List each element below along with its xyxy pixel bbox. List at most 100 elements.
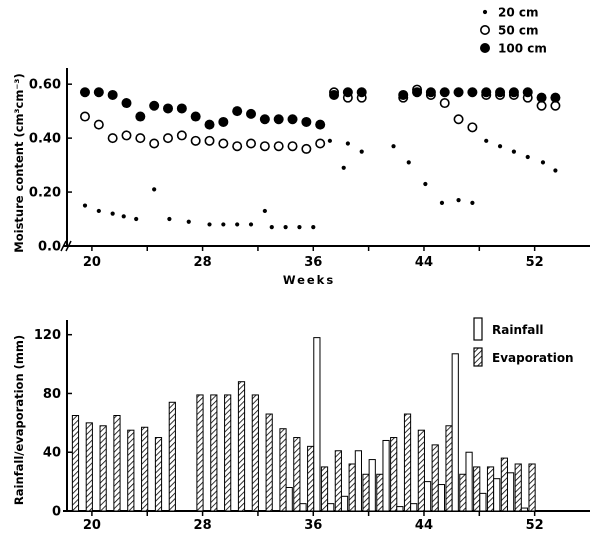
legend-label: 50 cm: [498, 24, 539, 38]
point-100-cm: [107, 89, 118, 100]
evaporation-bar: [445, 425, 453, 512]
point-50-cm: [467, 122, 478, 133]
point-100-cm: [550, 92, 561, 103]
point-20-cm: [525, 154, 530, 160]
point-20-cm: [345, 141, 350, 146]
point-20-cm: [439, 200, 445, 205]
point-50-cm: [232, 141, 243, 152]
point-100-cm: [315, 119, 326, 130]
point-100-cm: [508, 87, 519, 98]
moisture-x-tick-label: 36: [304, 255, 322, 270]
rainfall-y-axis-title: Rainfall/evaporation (mm): [12, 335, 26, 505]
rainfall-bar: [520, 507, 529, 512]
point-50-cm: [135, 133, 146, 144]
point-20-cm: [470, 200, 475, 205]
moisture-x-tick-label: 20: [83, 255, 101, 270]
evaporation-bar: [348, 463, 356, 512]
point-20-cm: [359, 149, 364, 154]
evaporation-bar: [528, 463, 536, 512]
point-100-cm: [467, 87, 478, 98]
point-50-cm: [246, 138, 257, 149]
point-100-cm: [412, 87, 423, 98]
point-20-cm: [511, 149, 517, 154]
point-20-cm: [186, 219, 191, 224]
rainfall-x-tick-label: 28: [194, 518, 212, 533]
point-100-cm: [93, 87, 104, 98]
evaporation-bar: [127, 429, 135, 512]
point-100-cm: [495, 87, 506, 98]
point-100-cm: [398, 89, 409, 100]
point-20-cm: [248, 222, 254, 227]
rainfall-evaporation-chart: 0 40 80 120 20 28 36 44 52 Rainfall Evaporation R…: [12, 317, 590, 533]
point-50-cm: [439, 98, 450, 109]
moisture-y-axis-title: Moisture content (cm³cm⁻³): [12, 73, 26, 252]
evaporation-bar: [71, 415, 80, 512]
point-50-cm: [287, 141, 298, 152]
rainfall-bar: [451, 353, 459, 512]
point-100-cm: [439, 87, 450, 98]
point-20-cm: [540, 160, 546, 165]
point-20-cm: [262, 208, 267, 214]
point-100-cm: [481, 87, 492, 98]
legend-marker: [482, 9, 488, 15]
point-50-cm: [273, 141, 284, 152]
moisture-legend: 20 cm 50 cm 100 cm: [479, 6, 547, 56]
evaporation-bar: [334, 450, 342, 512]
evaporation-bar: [403, 413, 412, 512]
evaporation-bar: [237, 381, 246, 512]
point-20-cm: [456, 198, 461, 203]
rainfall-bar: [506, 472, 515, 512]
point-100-cm: [232, 106, 243, 117]
point-50-cm: [79, 111, 90, 122]
point-20-cm: [110, 211, 115, 216]
point-100-cm: [135, 111, 146, 122]
evaporation-bar: [431, 444, 439, 512]
legend-swatch-evaporation: [473, 347, 483, 367]
moisture-content-chart: 0.0 0.20 0.40 0.60 20 28 36 44 52 20 cm 50 cm 100 …: [12, 6, 590, 287]
rainfall-bar: [313, 337, 321, 512]
point-100-cm: [536, 92, 547, 103]
point-50-cm: [176, 130, 187, 141]
point-50-cm: [121, 130, 132, 141]
point-20-cm: [96, 208, 101, 214]
point-20-cm: [134, 216, 139, 222]
rainfall-bar: [437, 484, 446, 512]
evaporation-bar: [279, 428, 287, 512]
point-100-cm: [163, 103, 174, 114]
evaporation-bar: [113, 415, 121, 512]
point-50-cm: [204, 135, 215, 146]
point-20-cm: [152, 187, 157, 192]
point-100-cm: [259, 114, 270, 125]
legend-label: 20 cm: [498, 6, 539, 20]
rainfall-x-tick-label: 44: [415, 518, 433, 533]
point-100-cm: [342, 87, 353, 98]
rainfall-y-tick-label: 40: [43, 446, 61, 461]
evaporation-bar: [224, 394, 232, 512]
rainfall-bar: [465, 451, 473, 512]
point-20-cm: [121, 214, 126, 219]
point-50-cm: [93, 119, 104, 130]
point-100-cm: [287, 114, 298, 125]
evaporation-bar: [154, 437, 163, 512]
point-20-cm: [341, 165, 346, 170]
evaporation-bar: [362, 473, 370, 512]
point-20-cm: [167, 216, 172, 222]
evaporation-bar: [500, 457, 508, 512]
point-20-cm: [497, 144, 503, 149]
point-50-cm: [550, 100, 561, 111]
point-100-cm: [329, 89, 340, 100]
legend-swatch-rainfall: [473, 317, 483, 341]
rainfall-bar: [354, 450, 362, 512]
point-50-cm: [218, 138, 229, 149]
point-20-cm: [406, 160, 411, 165]
point-50-cm: [453, 114, 464, 125]
rainfall-bar: [423, 481, 432, 512]
point-50-cm: [315, 138, 326, 149]
point-50-cm: [163, 133, 174, 144]
point-20-cm: [484, 138, 489, 143]
rainfall-x-tick-label: 20: [83, 518, 101, 533]
rainfall-bar: [493, 478, 501, 512]
point-100-cm: [356, 87, 367, 98]
point-20-cm: [297, 225, 302, 230]
